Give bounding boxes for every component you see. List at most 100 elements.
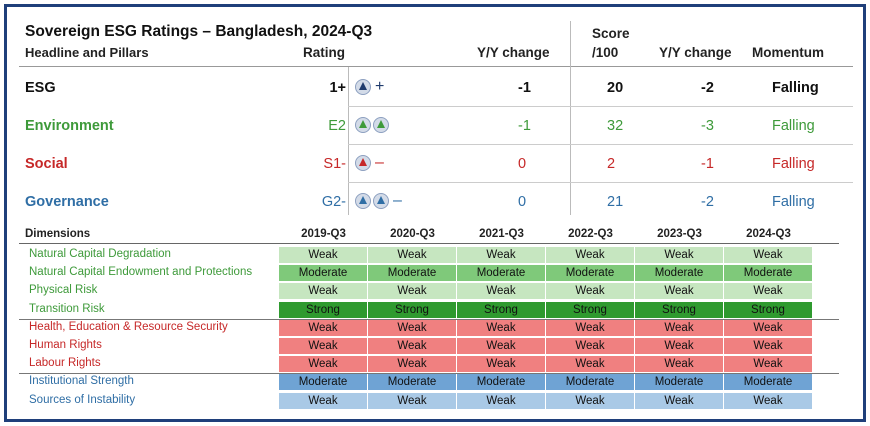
pillar-name: Social [25, 156, 68, 172]
pillar-score-yy-change: -2 [701, 194, 714, 210]
pillar-momentum: Falling [772, 156, 815, 172]
group-divider [19, 373, 839, 374]
dimension-cell: Moderate [457, 374, 546, 390]
dimension-cell: Weak [635, 356, 724, 372]
header-momentum: Momentum [752, 45, 824, 60]
row-divider [348, 182, 853, 183]
pillar-rating: E2 [328, 118, 346, 134]
rating-trend-icons: – [355, 192, 402, 210]
dimension-cell: Weak [279, 356, 368, 372]
page-title: Sovereign ESG Ratings – Bangladesh, 2024… [25, 23, 373, 40]
dimension-label: Sources of Instability [29, 394, 136, 406]
dimension-label: Health, Education & Resource Security [29, 321, 228, 333]
dimension-cell: Weak [635, 247, 724, 263]
header-rating: Rating [303, 45, 345, 60]
dimension-cell: Strong [279, 302, 368, 318]
pillar-momentum: Falling [772, 118, 815, 134]
header-score-yy-change: Y/Y change [659, 45, 732, 60]
dimension-cell: Weak [457, 247, 546, 263]
dimensions-header: Dimensions [25, 228, 91, 240]
dimension-cell: Weak [724, 247, 813, 263]
dimension-cell: Strong [457, 302, 546, 318]
dimension-cell: Moderate [724, 265, 813, 281]
dimension-cell: Strong [546, 302, 635, 318]
dimension-cell: Weak [279, 283, 368, 299]
dimension-cell: Weak [546, 356, 635, 372]
dimension-cell: Weak [279, 393, 368, 409]
pillar-yy-change: -1 [518, 80, 531, 96]
pillar-score: 32 [607, 118, 624, 134]
dimension-cell: Moderate [279, 374, 368, 390]
header-score-100: /100 [592, 45, 619, 60]
dimension-cell: Weak [635, 283, 724, 299]
dimension-cell: Moderate [635, 374, 724, 390]
pillar-name: ESG [25, 80, 56, 96]
dimension-cell: Weak [546, 247, 635, 263]
dimension-cell: Strong [368, 302, 457, 318]
score-divider [570, 21, 571, 215]
pillar-name: Governance [25, 194, 109, 210]
dimension-cell: Weak [368, 356, 457, 372]
rating-divider [348, 67, 349, 215]
minus-icon: – [393, 192, 402, 209]
dimension-cell: Moderate [457, 265, 546, 281]
group-divider [19, 319, 839, 320]
period-header: 2024-Q3 [746, 228, 791, 240]
dimension-label: Transition Risk [29, 303, 105, 315]
pillar-row: Environment E2 -1 32 -3 Falling [7, 107, 863, 144]
row-divider [348, 144, 853, 145]
up-triangle-icon [355, 193, 371, 209]
dimension-label: Institutional Strength [29, 375, 134, 387]
pillar-row: Governance G2- – 0 21 -2 Falling [7, 183, 863, 220]
period-header: 2020-Q3 [390, 228, 435, 240]
header-yy-change: Y/Y change [477, 45, 550, 60]
dimension-cell: Moderate [546, 374, 635, 390]
up-triangle-icon [373, 193, 389, 209]
dimension-cell: Moderate [279, 265, 368, 281]
dimension-label: Physical Risk [29, 284, 98, 296]
pillar-momentum: Falling [772, 194, 815, 210]
pillar-rating: G2- [321, 194, 346, 210]
dimension-cell: Weak [635, 338, 724, 354]
pillar-momentum: Falling [772, 80, 819, 96]
period-header: 2021-Q3 [479, 228, 524, 240]
up-triangle-icon [355, 116, 371, 133]
dimension-cell: Weak [279, 338, 368, 354]
pillar-rating: 1+ [329, 80, 346, 96]
dimension-label: Natural Capital Endowment and Protection… [29, 266, 253, 278]
dimension-cell: Weak [724, 356, 813, 372]
dimension-cell: Weak [457, 393, 546, 409]
dimension-cell: Weak [457, 356, 546, 372]
dimension-cell: Weak [546, 393, 635, 409]
pillar-score-yy-change: -3 [701, 118, 714, 134]
pillar-yy-change: -1 [518, 118, 531, 134]
pillar-yy-change: 0 [518, 156, 527, 172]
header-divider [19, 66, 853, 67]
dimension-cell: Weak [368, 320, 457, 336]
dimension-cell: Weak [457, 320, 546, 336]
dimension-cell: Weak [368, 338, 457, 354]
dimension-cell: Weak [457, 338, 546, 354]
dimension-cell: Weak [635, 320, 724, 336]
dimension-cell: Moderate [724, 374, 813, 390]
dimension-cell: Weak [368, 283, 457, 299]
dimension-cell: Moderate [635, 265, 724, 281]
pillar-name: Environment [25, 118, 114, 134]
dimension-cell: Weak [724, 338, 813, 354]
period-header: 2022-Q3 [568, 228, 613, 240]
rating-trend-icons: – [355, 154, 384, 172]
dimension-cell: Moderate [546, 265, 635, 281]
dimension-label: Human Rights [29, 339, 102, 351]
pillar-row: Social S1- – 0 2 -1 Falling [7, 145, 863, 182]
dimension-cell: Weak [724, 320, 813, 336]
dimension-cell: Weak [457, 283, 546, 299]
period-header: 2019-Q3 [301, 228, 346, 240]
pillar-yy-change: 0 [518, 194, 527, 210]
pillar-score: 2 [607, 156, 616, 172]
rating-trend-icons [355, 116, 391, 134]
dimension-cell: Moderate [368, 265, 457, 281]
up-triangle-icon [355, 155, 371, 171]
dimension-label: Natural Capital Degradation [29, 248, 171, 260]
header-headline: Headline and Pillars [25, 45, 149, 60]
pillar-score-yy-change: -1 [701, 156, 714, 172]
